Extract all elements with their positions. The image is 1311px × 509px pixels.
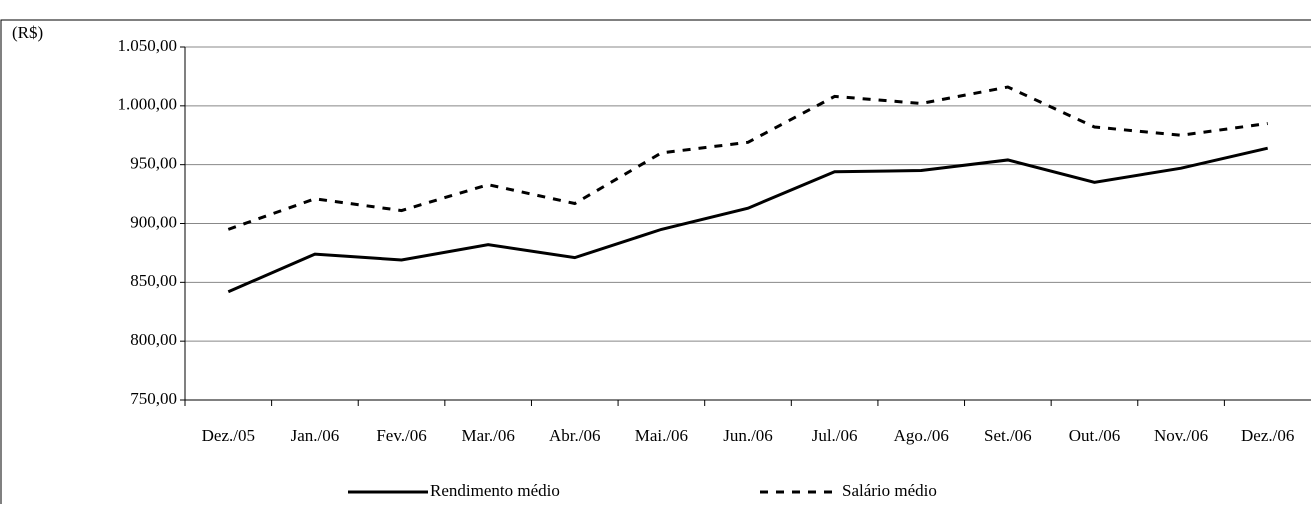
y-tick-label: 1.050,00 xyxy=(118,36,178,55)
line-series xyxy=(227,85,1268,231)
x-tick-label: Abr./06 xyxy=(549,426,600,445)
x-tick-label: Out./06 xyxy=(1069,426,1120,445)
x-tick-label: Set./06 xyxy=(984,426,1032,445)
x-tick-label: Jan./06 xyxy=(291,426,340,445)
y-tick-label: 750,00 xyxy=(130,389,177,408)
y-axis-label: (R$) xyxy=(12,23,43,42)
legend-label: Rendimento médio xyxy=(430,481,560,500)
x-tick-label: Nov./06 xyxy=(1154,426,1208,445)
y-tick-label: 900,00 xyxy=(130,212,177,231)
chart-frame xyxy=(0,19,1311,509)
y-tick-label: 1.000,00 xyxy=(118,95,178,114)
x-tick-label: Dez./05 xyxy=(202,426,255,445)
y-tick-label: 800,00 xyxy=(130,330,177,349)
x-tick-label: Mai./06 xyxy=(635,426,688,445)
line-series xyxy=(227,146,1269,294)
x-tick-label: Fev./06 xyxy=(376,426,426,445)
x-tick-label: Jul./06 xyxy=(812,426,858,445)
x-tick-label: Ago./06 xyxy=(894,426,949,445)
y-tick-label: 950,00 xyxy=(130,154,177,173)
x-tick-label: Mar./06 xyxy=(461,426,514,445)
x-tick-label: Dez./06 xyxy=(1241,426,1294,445)
legend-label: Salário médio xyxy=(842,481,937,500)
y-tick-label: 850,00 xyxy=(130,271,177,290)
x-tick-label: Jun./06 xyxy=(723,426,773,445)
